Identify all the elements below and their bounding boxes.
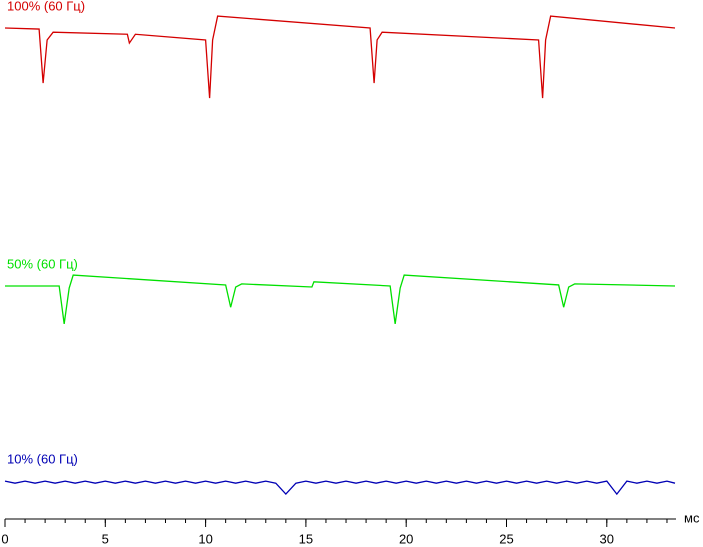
series-label: 50% (60 Гц) (7, 256, 78, 271)
series-label: 10% (60 Гц) (7, 452, 78, 467)
trace (5, 274, 676, 324)
x-tick-label: 0 (1, 531, 8, 546)
x-tick-label: 30 (600, 531, 614, 546)
x-tick-label: 10 (198, 531, 212, 546)
x-tick-label: 25 (499, 531, 513, 546)
x-axis-label: мс (684, 510, 700, 525)
trace (4, 480, 676, 496)
trace (4, 15, 676, 99)
x-tick-label: 15 (299, 531, 313, 546)
x-tick-label: 20 (399, 531, 413, 546)
series-label: 100% (60 Гц) (7, 0, 85, 13)
x-tick-label: 5 (102, 531, 109, 546)
